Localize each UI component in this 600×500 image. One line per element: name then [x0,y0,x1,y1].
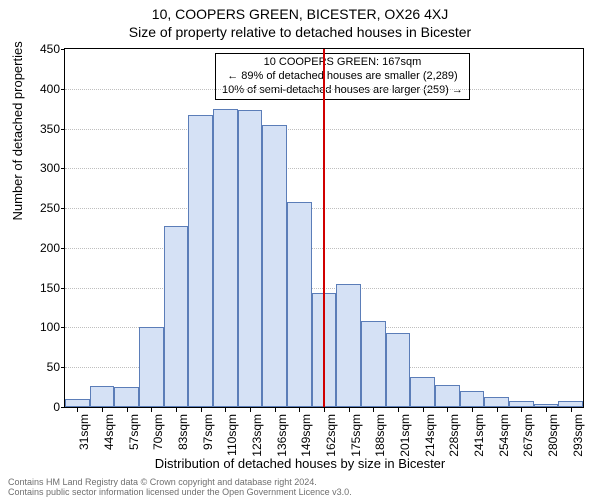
y-tick-label: 350 [20,122,60,136]
histogram-bar [287,202,312,407]
x-tick-mark [250,407,251,412]
histogram-bar [386,333,411,407]
x-tick-mark [77,407,78,412]
annotation-line: 10 COOPERS GREEN: 167sqm [222,56,463,70]
y-tick-mark [61,168,65,169]
annotation-line: ← 89% of detached houses are smaller (2,… [222,70,463,84]
histogram-bar [336,284,361,407]
x-tick-mark [423,407,424,412]
x-tick-mark [447,407,448,412]
histogram-bar [90,386,115,407]
y-tick-mark [61,367,65,368]
x-tick-mark [176,407,177,412]
x-tick-mark [275,407,276,412]
y-tick-label: 450 [20,42,60,56]
footer-attribution: Contains HM Land Registry data © Crown c… [8,478,352,498]
x-tick-mark [398,407,399,412]
y-tick-mark [61,208,65,209]
histogram-bar [188,115,213,407]
y-tick-mark [61,248,65,249]
y-tick-label: 200 [20,241,60,255]
y-tick-mark [61,327,65,328]
x-tick-label: 293sqm [571,414,600,428]
histogram-bar [435,385,460,407]
y-tick-label: 250 [20,201,60,215]
x-tick-mark [324,407,325,412]
y-tick-mark [61,89,65,90]
x-tick-mark [521,407,522,412]
x-axis-label: Distribution of detached houses by size … [0,456,600,471]
histogram-bar [238,110,263,407]
x-tick-mark [571,407,572,412]
y-tick-label: 50 [20,360,60,374]
figure-title-line2: Size of property relative to detached ho… [0,24,600,40]
x-tick-mark [472,407,473,412]
histogram-bar [114,387,139,407]
x-tick-mark [373,407,374,412]
x-tick-mark [546,407,547,412]
y-tick-label: 400 [20,82,60,96]
x-tick-mark [349,407,350,412]
footer-line-2: Contains public sector information licen… [8,488,352,498]
histogram-bar [139,327,164,407]
histogram-bar [213,109,238,407]
x-tick-mark [299,407,300,412]
annotation-line: 10% of semi-detached houses are larger (… [222,84,463,98]
y-tick-label: 0 [20,400,60,414]
y-tick-label: 300 [20,161,60,175]
y-tick-label: 150 [20,281,60,295]
y-tick-mark [61,288,65,289]
y-tick-mark [61,129,65,130]
histogram-bar [410,377,435,407]
x-tick-mark [151,407,152,412]
figure: 10, COOPERS GREEN, BICESTER, OX26 4XJ Si… [0,0,600,500]
annotation-box: 10 COOPERS GREEN: 167sqm← 89% of detache… [215,53,470,100]
x-tick-mark [201,407,202,412]
x-tick-mark [102,407,103,412]
histogram-bar [460,391,485,407]
x-tick-mark [225,407,226,412]
histogram-plot: 10 COOPERS GREEN: 167sqm← 89% of detache… [64,48,584,408]
y-tick-mark [61,49,65,50]
x-tick-mark [127,407,128,412]
histogram-bar [65,399,90,407]
histogram-bar [164,226,189,407]
marker-line [323,49,325,407]
histogram-bar [484,397,509,407]
y-tick-mark [61,407,65,408]
y-tick-label: 100 [20,320,60,334]
figure-title-line1: 10, COOPERS GREEN, BICESTER, OX26 4XJ [0,6,600,22]
x-tick-mark [497,407,498,412]
histogram-bar [361,321,386,407]
histogram-bar [262,125,287,407]
